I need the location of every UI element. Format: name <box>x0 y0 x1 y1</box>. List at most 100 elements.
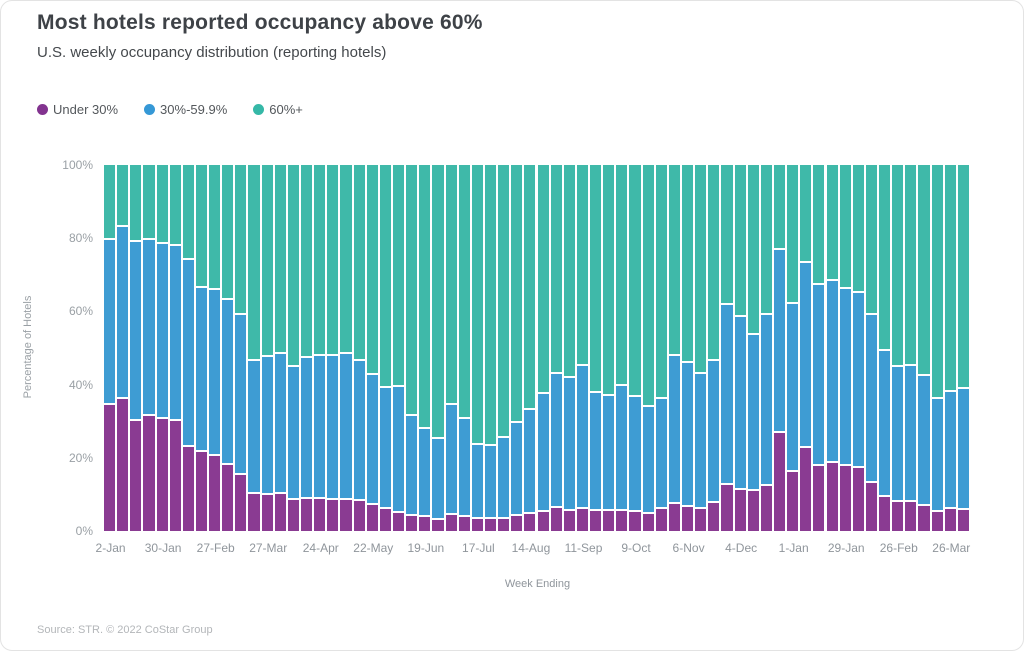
segment-60-plus[interactable] <box>944 165 956 392</box>
segment-under-30[interactable] <box>800 447 812 531</box>
segment-30-59[interactable] <box>156 243 168 420</box>
bar-5-Jun[interactable] <box>392 165 405 531</box>
segment-30-59[interactable] <box>892 367 904 502</box>
segment-30-59[interactable] <box>563 377 575 512</box>
segment-30-59[interactable] <box>944 391 956 510</box>
bar-4-Dec[interactable] <box>734 165 746 531</box>
segment-60-plus[interactable] <box>209 165 221 291</box>
segment-under-30[interactable] <box>773 433 786 531</box>
bar-5-Feb[interactable] <box>852 165 864 531</box>
segment-under-30[interactable] <box>524 513 536 531</box>
bar-11-Dec[interactable] <box>747 165 759 531</box>
segment-60-plus[interactable] <box>931 165 943 399</box>
bar-12-Jun[interactable] <box>406 165 418 531</box>
bar-14-Aug[interactable] <box>524 165 536 531</box>
segment-30-59[interactable] <box>406 415 418 516</box>
segment-60-plus[interactable] <box>655 165 667 400</box>
segment-30-59[interactable] <box>800 262 812 448</box>
segment-30-59[interactable] <box>747 335 759 491</box>
segment-under-30[interactable] <box>629 511 641 531</box>
segment-under-30[interactable] <box>879 497 891 531</box>
bar-30-Oct[interactable] <box>668 165 680 531</box>
segment-60-plus[interactable] <box>524 165 536 411</box>
segment-30-59[interactable] <box>419 428 431 518</box>
segment-under-30[interactable] <box>392 512 405 531</box>
segment-30-59[interactable] <box>879 350 891 498</box>
segment-60-plus[interactable] <box>865 165 878 316</box>
bar-20-Feb[interactable] <box>195 165 208 531</box>
segment-under-30[interactable] <box>537 511 549 531</box>
segment-30-59[interactable] <box>274 354 286 495</box>
segment-60-plus[interactable] <box>708 165 720 362</box>
segment-60-plus[interactable] <box>721 165 733 306</box>
bar-29-May[interactable] <box>379 165 391 531</box>
bar-18-Dec[interactable] <box>760 165 772 531</box>
segment-60-plus[interactable] <box>432 165 444 440</box>
bar-17-Jul[interactable] <box>471 165 483 531</box>
bar-10-Jul[interactable] <box>458 165 470 531</box>
segment-30-59[interactable] <box>773 250 786 434</box>
segment-30-59[interactable] <box>668 356 680 504</box>
segment-under-30[interactable] <box>590 511 602 531</box>
bar-12-Feb[interactable] <box>865 165 878 531</box>
segment-under-30[interactable] <box>432 520 444 531</box>
segment-under-30[interactable] <box>655 509 667 531</box>
segment-30-59[interactable] <box>550 373 562 508</box>
bar-28-Aug[interactable] <box>550 165 562 531</box>
segment-30-59[interactable] <box>209 290 221 456</box>
bar-12-Mar[interactable] <box>918 165 930 531</box>
bar-2-Oct[interactable] <box>616 165 628 531</box>
segment-60-plus[interactable] <box>629 165 641 398</box>
segment-under-30[interactable] <box>760 485 772 531</box>
segment-60-plus[interactable] <box>169 165 181 246</box>
segment-60-plus[interactable] <box>327 165 339 357</box>
segment-30-59[interactable] <box>918 375 930 506</box>
segment-60-plus[interactable] <box>261 165 273 358</box>
segment-60-plus[interactable] <box>248 165 260 361</box>
segment-30-59[interactable] <box>340 354 352 500</box>
segment-under-30[interactable] <box>708 502 720 531</box>
segment-60-plus[interactable] <box>117 165 129 228</box>
segment-60-plus[interactable] <box>458 165 470 420</box>
segment-under-30[interactable] <box>905 502 917 531</box>
segment-60-plus[interactable] <box>340 165 352 355</box>
segment-60-plus[interactable] <box>773 165 786 251</box>
segment-under-30[interactable] <box>498 518 510 531</box>
bar-20-Mar[interactable] <box>248 165 260 531</box>
bar-23-Jan[interactable] <box>143 165 155 531</box>
bar-22-Jan[interactable] <box>826 165 838 531</box>
segment-60-plus[interactable] <box>603 165 615 396</box>
segment-30-59[interactable] <box>182 260 194 447</box>
segment-60-plus[interactable] <box>892 165 904 368</box>
segment-60-plus[interactable] <box>156 165 168 244</box>
segment-under-30[interactable] <box>668 503 680 531</box>
segment-under-30[interactable] <box>248 494 260 531</box>
bar-27-Feb[interactable] <box>209 165 221 531</box>
segment-under-30[interactable] <box>353 500 365 531</box>
segment-under-30[interactable] <box>813 466 825 531</box>
segment-30-59[interactable] <box>655 399 667 510</box>
segment-30-59[interactable] <box>590 392 602 512</box>
bar-13-Mar[interactable] <box>235 165 247 531</box>
bar-9-Oct[interactable] <box>629 165 641 531</box>
segment-under-30[interactable] <box>852 468 864 531</box>
segment-60-plus[interactable] <box>550 165 562 374</box>
segment-under-30[interactable] <box>576 509 589 531</box>
segment-30-59[interactable] <box>931 398 943 512</box>
bar-17-Apr[interactable] <box>301 165 313 531</box>
segment-30-59[interactable] <box>616 386 628 511</box>
segment-30-59[interactable] <box>629 397 641 512</box>
segment-30-59[interactable] <box>813 284 825 467</box>
segment-60-plus[interactable] <box>366 165 378 376</box>
bar-26-Mar[interactable] <box>944 165 956 531</box>
bar-1-May[interactable] <box>327 165 339 531</box>
bar-19-Jun[interactable] <box>419 165 431 531</box>
bar-19-Feb[interactable] <box>879 165 891 531</box>
segment-60-plus[interactable] <box>918 165 930 376</box>
segment-60-plus[interactable] <box>104 165 116 241</box>
segment-60-plus[interactable] <box>195 165 208 289</box>
segment-under-30[interactable] <box>261 495 273 531</box>
segment-30-59[interactable] <box>471 444 483 520</box>
segment-60-plus[interactable] <box>747 165 759 336</box>
segment-30-59[interactable] <box>169 245 181 422</box>
